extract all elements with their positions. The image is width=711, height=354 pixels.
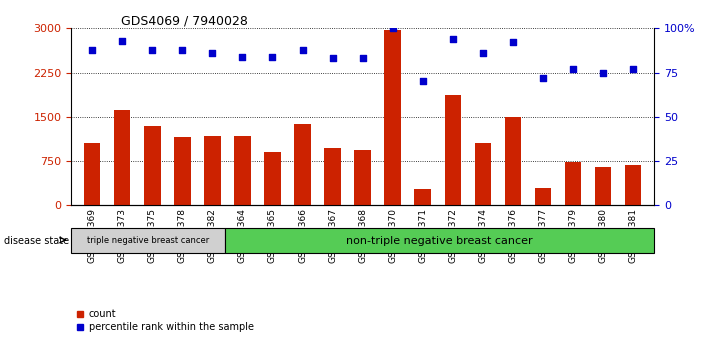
Text: triple negative breast cancer: triple negative breast cancer xyxy=(87,236,209,245)
Bar xyxy=(234,136,251,205)
Point xyxy=(447,36,459,42)
Point xyxy=(296,47,308,52)
Bar xyxy=(225,228,654,253)
Bar xyxy=(535,188,551,205)
Bar xyxy=(415,189,431,205)
Point xyxy=(387,25,398,31)
Bar xyxy=(444,95,461,205)
Bar xyxy=(324,148,341,205)
Point xyxy=(538,75,549,81)
Text: disease state: disease state xyxy=(4,236,69,246)
Bar xyxy=(505,117,521,205)
Point xyxy=(267,54,278,59)
Bar xyxy=(84,143,100,205)
Bar xyxy=(204,136,220,205)
Point xyxy=(117,38,128,44)
Bar xyxy=(144,126,161,205)
Bar xyxy=(595,167,611,205)
Point xyxy=(597,70,609,75)
Bar xyxy=(354,150,371,205)
Bar xyxy=(264,152,281,205)
Point xyxy=(507,40,518,45)
Point xyxy=(237,54,248,59)
Bar xyxy=(114,110,130,205)
Point xyxy=(146,47,158,52)
Point xyxy=(357,56,368,61)
Bar xyxy=(385,29,401,205)
Point xyxy=(176,47,188,52)
Legend: count, percentile rank within the sample: count, percentile rank within the sample xyxy=(76,309,254,332)
Point xyxy=(627,66,638,72)
Text: GDS4069 / 7940028: GDS4069 / 7940028 xyxy=(121,14,247,27)
Bar xyxy=(565,162,582,205)
Bar xyxy=(174,137,191,205)
Point xyxy=(207,50,218,56)
Point xyxy=(567,66,579,72)
Point xyxy=(477,50,488,56)
Point xyxy=(417,79,429,84)
Bar xyxy=(294,124,311,205)
Point xyxy=(87,47,98,52)
Bar xyxy=(625,165,641,205)
Point xyxy=(327,56,338,61)
Bar xyxy=(71,228,225,253)
Text: non-triple negative breast cancer: non-triple negative breast cancer xyxy=(346,236,533,246)
Bar xyxy=(474,143,491,205)
